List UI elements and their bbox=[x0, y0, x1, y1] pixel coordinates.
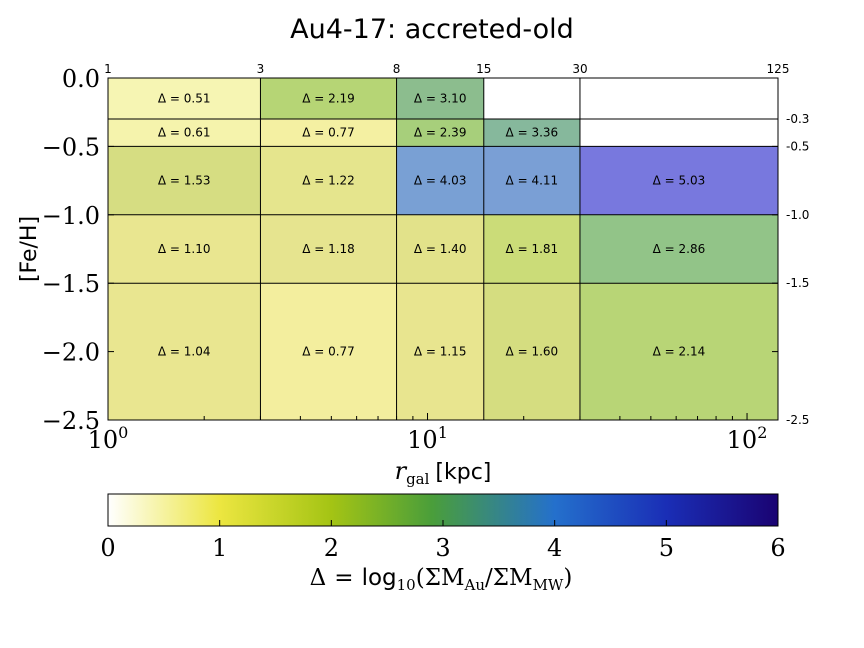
y-tick-label: −1.0 bbox=[42, 202, 100, 230]
feh-bin-edge-label: -2.5 bbox=[786, 413, 809, 427]
radial-bin-edge-label: 15 bbox=[476, 62, 491, 76]
colorbar-tick-label: 1 bbox=[212, 534, 227, 562]
cell-value-label: Δ = 1.18 bbox=[302, 242, 355, 256]
x-tick-label: 100 bbox=[88, 423, 129, 454]
heatmap-cell bbox=[483, 146, 580, 215]
colorbar-tick-label: 2 bbox=[324, 534, 339, 562]
heatmap-cell bbox=[260, 119, 397, 147]
heatmap-cell bbox=[579, 283, 778, 420]
colorbar-tick-label: 6 bbox=[770, 534, 785, 562]
radial-bin-edge-label: 3 bbox=[257, 62, 265, 76]
radial-bin-edge-label: 125 bbox=[767, 62, 790, 76]
heatmap-cell bbox=[483, 214, 580, 284]
cell-value-label: Δ = 2.14 bbox=[653, 345, 706, 359]
heatmap-cell bbox=[260, 146, 397, 215]
radial-bin-edge-labels: 1 3 8 15 30 125 bbox=[104, 62, 789, 76]
heatmap-cell bbox=[483, 283, 580, 420]
heatmap-cell bbox=[396, 214, 484, 284]
cell-value-label: Δ = 1.40 bbox=[414, 242, 467, 256]
cell-value-label: Δ = 1.60 bbox=[506, 345, 559, 359]
heatmap-cell bbox=[396, 146, 484, 215]
heatmap-cell bbox=[483, 119, 580, 147]
heatmap-cell bbox=[108, 283, 261, 420]
heatmap-cell bbox=[579, 214, 778, 284]
colorbar-tick-label: 4 bbox=[547, 534, 562, 562]
x-axis-label: rgal [kpc] bbox=[395, 457, 492, 488]
heatmap-cell bbox=[108, 146, 261, 215]
cell-value-label: Δ = 2.19 bbox=[302, 92, 355, 106]
y-axis-label: [Fe/H] bbox=[17, 216, 42, 282]
cell-value-label: Δ = 0.51 bbox=[158, 92, 211, 106]
cell-value-label: Δ = 1.22 bbox=[302, 174, 355, 188]
cell-value-label: Δ = 5.03 bbox=[653, 174, 706, 188]
heatmap-cell bbox=[396, 283, 484, 420]
cell-value-label: Δ = 4.11 bbox=[506, 174, 559, 188]
cell-value-label: Δ = 1.15 bbox=[414, 345, 467, 359]
y-tick-label: 0.0 bbox=[62, 65, 100, 93]
cell-value-label: Δ = 0.77 bbox=[302, 126, 355, 140]
y-axis-ticks: 0.0 −0.5 −1.0 −1.5 −2.0 −2.5 bbox=[42, 65, 778, 435]
cell-value-label: Δ = 1.53 bbox=[158, 174, 211, 188]
feh-bin-edge-labels: -0.3 -0.5 -1.0 -1.5 -2.5 bbox=[786, 112, 809, 427]
cell-value-label: Δ = 0.77 bbox=[302, 345, 355, 359]
colorbar-tick-label: 5 bbox=[659, 534, 674, 562]
cell-value-label: Δ = 2.86 bbox=[653, 242, 706, 256]
colorbar-tick-label: 0 bbox=[100, 534, 115, 562]
cell-value-label: Δ = 1.10 bbox=[158, 242, 211, 256]
cell-value-label: Δ = 2.39 bbox=[414, 126, 467, 140]
y-tick-label: −2.5 bbox=[42, 407, 100, 435]
heatmap-cell bbox=[396, 78, 484, 120]
bin-grid-lines bbox=[108, 78, 778, 420]
colorbar-label: Δ = log10(ΣMAu/ΣMMW) bbox=[310, 565, 573, 594]
cell-value-label: Δ = 1.04 bbox=[158, 345, 211, 359]
y-tick-label: −1.5 bbox=[42, 270, 100, 298]
cell-value-label: Δ = 0.61 bbox=[158, 126, 211, 140]
x-axis-ticks: 100 101 102 bbox=[88, 413, 768, 454]
cell-value-label: Δ = 3.10 bbox=[414, 92, 467, 106]
heatmap-cell bbox=[579, 146, 778, 215]
feh-bin-edge-label: -1.5 bbox=[786, 276, 809, 290]
feh-bin-edge-label: -0.3 bbox=[786, 112, 809, 126]
heatmap-cell bbox=[260, 78, 397, 120]
heatmap-cell bbox=[260, 283, 397, 420]
colorbar-ticks: 0 1 2 3 4 5 6 bbox=[100, 520, 786, 562]
feh-bin-edge-label: -1.0 bbox=[786, 208, 809, 222]
heatmap-cell bbox=[260, 214, 397, 284]
heatmap-cell bbox=[108, 119, 261, 147]
radial-bin-edge-label: 1 bbox=[104, 62, 112, 76]
cell-value-label: Δ = 1.81 bbox=[506, 242, 559, 256]
radial-bin-edge-label: 8 bbox=[393, 62, 401, 76]
colorbar-tick-label: 3 bbox=[435, 534, 450, 562]
x-tick-label: 101 bbox=[407, 423, 448, 454]
feh-bin-edge-label: -0.5 bbox=[786, 139, 809, 153]
heatmap-cell bbox=[108, 214, 261, 284]
cell-value-label: Δ = 3.36 bbox=[506, 126, 559, 140]
heatmap-cells: Δ = 0.51 Δ = 2.19 Δ = 3.10 Δ = 0.61 Δ = 0.77… bbox=[108, 78, 778, 420]
plot-frame bbox=[107, 77, 779, 421]
heatmap-cell bbox=[396, 119, 484, 147]
chart-title: Au4-17: accreted-old bbox=[290, 14, 574, 45]
x-tick-label: 102 bbox=[727, 423, 768, 454]
heatmap-cell bbox=[108, 78, 261, 120]
y-tick-label: −0.5 bbox=[42, 133, 100, 161]
cell-value-label: Δ = 4.03 bbox=[414, 174, 467, 188]
radial-bin-edge-label: 30 bbox=[572, 62, 587, 76]
y-tick-label: −2.0 bbox=[42, 339, 100, 367]
